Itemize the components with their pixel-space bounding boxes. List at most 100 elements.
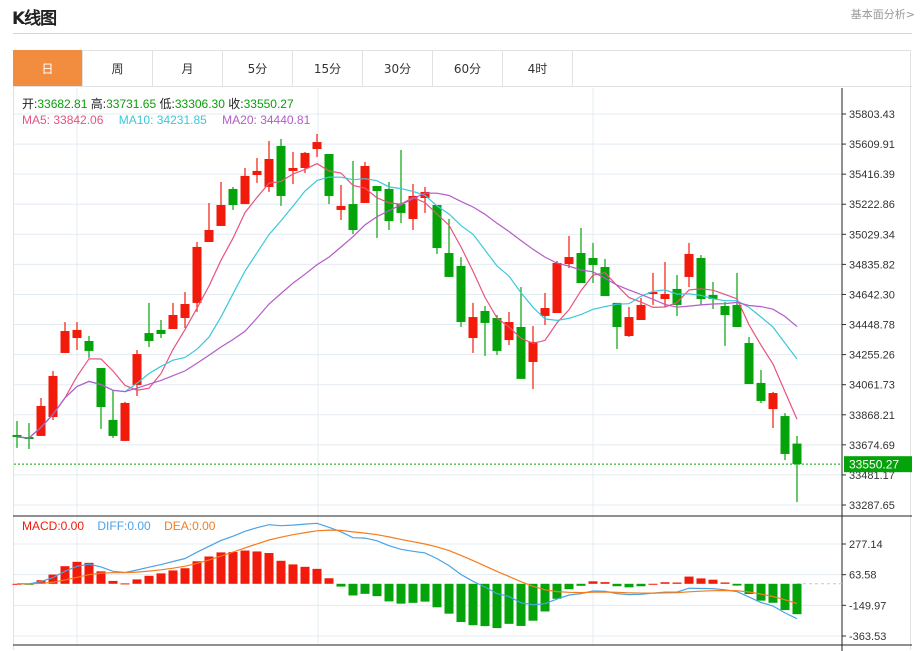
- candle: [60, 322, 70, 353]
- candle: [672, 274, 682, 316]
- candle: [288, 151, 298, 185]
- price-axis-label: 33481.17: [849, 470, 895, 482]
- candle-body: [600, 266, 610, 297]
- low-value: 33306.30: [174, 97, 225, 111]
- candle-body: [384, 188, 394, 221]
- divider: [13, 33, 912, 34]
- candle: [600, 258, 610, 297]
- candle: [252, 158, 262, 183]
- candle: [372, 186, 382, 238]
- tab-15min[interactable]: 15分: [293, 50, 363, 86]
- price-axis-label: 33674.69: [849, 440, 895, 452]
- candle: [192, 241, 202, 312]
- candle: [504, 311, 514, 346]
- period-tabs: 日 周 月 5分 15分 30分 60分 4时: [13, 50, 912, 87]
- macd-bar: [576, 583, 586, 586]
- macd-bar: [540, 583, 550, 612]
- tab-4hour[interactable]: 4时: [503, 50, 573, 86]
- tab-30min[interactable]: 30分: [363, 50, 433, 86]
- candle: [96, 368, 106, 429]
- candle-body: [744, 342, 754, 385]
- macd-bar: [504, 583, 514, 624]
- candle-body: [264, 158, 274, 187]
- candle-body: [372, 186, 382, 191]
- dea-line: [17, 529, 798, 605]
- candle-body: [144, 333, 154, 341]
- candle-body: [192, 246, 202, 303]
- tab-week[interactable]: 周: [83, 50, 153, 86]
- candle-body: [48, 375, 58, 417]
- candle-body: [528, 341, 538, 362]
- macd-bar: [120, 583, 130, 585]
- candle-body: [756, 382, 766, 401]
- candle-body: [432, 204, 442, 249]
- candle: [768, 391, 778, 429]
- candle-body: [648, 292, 658, 295]
- tab-60min[interactable]: 60分: [433, 50, 503, 86]
- candle-body: [360, 165, 370, 203]
- ma5-line: [16, 162, 798, 439]
- candle: [480, 306, 490, 356]
- macd-bar: [420, 583, 430, 602]
- macd-bar: [744, 583, 754, 595]
- price-axis-label: 35609.91: [849, 139, 895, 151]
- candle-body: [672, 288, 682, 305]
- open-value: 33682.81: [37, 97, 88, 111]
- high-value: 33731.65: [106, 97, 157, 111]
- candle: [708, 281, 718, 309]
- macd-bar: [528, 583, 538, 621]
- tab-month[interactable]: 月: [153, 50, 223, 86]
- candle: [144, 302, 154, 348]
- candle: [780, 413, 790, 461]
- candle-body: [696, 257, 706, 300]
- macd-bar: [240, 550, 250, 584]
- candle: [72, 322, 82, 350]
- macd-bar: [600, 582, 610, 584]
- candle-body: [792, 443, 802, 465]
- candle-body: [228, 188, 238, 205]
- candle: [612, 302, 622, 350]
- ma20-line: [16, 192, 798, 439]
- candle: [792, 435, 802, 503]
- price-axis-label: 33868.21: [849, 410, 895, 422]
- price-axis-label: 35803.43: [849, 109, 895, 121]
- candle: [660, 262, 670, 307]
- macd-bar: [780, 583, 790, 611]
- macd-bar: [144, 575, 154, 584]
- macd-bar: [156, 573, 166, 584]
- macd-bar: [456, 583, 466, 623]
- macd-axis-label: 63.58: [849, 570, 877, 582]
- tab-day[interactable]: 日: [13, 50, 83, 86]
- macd-bar: [276, 560, 286, 584]
- macd-axis-label: 277.14: [849, 539, 883, 551]
- price-axis-label: 35029.34: [849, 229, 895, 241]
- candle: [360, 161, 370, 203]
- macd-bar: [408, 583, 418, 603]
- candle-body: [768, 393, 778, 410]
- candle: [624, 306, 634, 337]
- candle: [240, 167, 250, 205]
- macd-bar: [348, 583, 358, 596]
- candle: [396, 149, 406, 224]
- candle: [552, 260, 562, 314]
- low-label: 低:: [159, 97, 175, 111]
- macd-bar: [264, 553, 274, 584]
- ma10-value: MA10: 34231.85: [118, 113, 207, 127]
- tab-5min[interactable]: 5分: [223, 50, 293, 86]
- candle: [564, 235, 574, 268]
- fundamental-analysis-link[interactable]: 基本面分析>: [850, 8, 915, 21]
- macd-bar: [516, 583, 526, 626]
- candle-body: [168, 315, 178, 330]
- candle: [384, 181, 394, 231]
- page-title: K线图: [12, 9, 57, 29]
- macd-bar: [444, 583, 454, 614]
- macd-bar: [372, 583, 382, 597]
- ma20-value: MA20: 34440.81: [222, 113, 311, 127]
- candle-body: [60, 331, 70, 353]
- chart-frame: [13, 50, 911, 650]
- candle-body: [780, 416, 790, 454]
- candle: [492, 315, 502, 355]
- candle-body: [492, 317, 502, 351]
- candle: [420, 186, 430, 213]
